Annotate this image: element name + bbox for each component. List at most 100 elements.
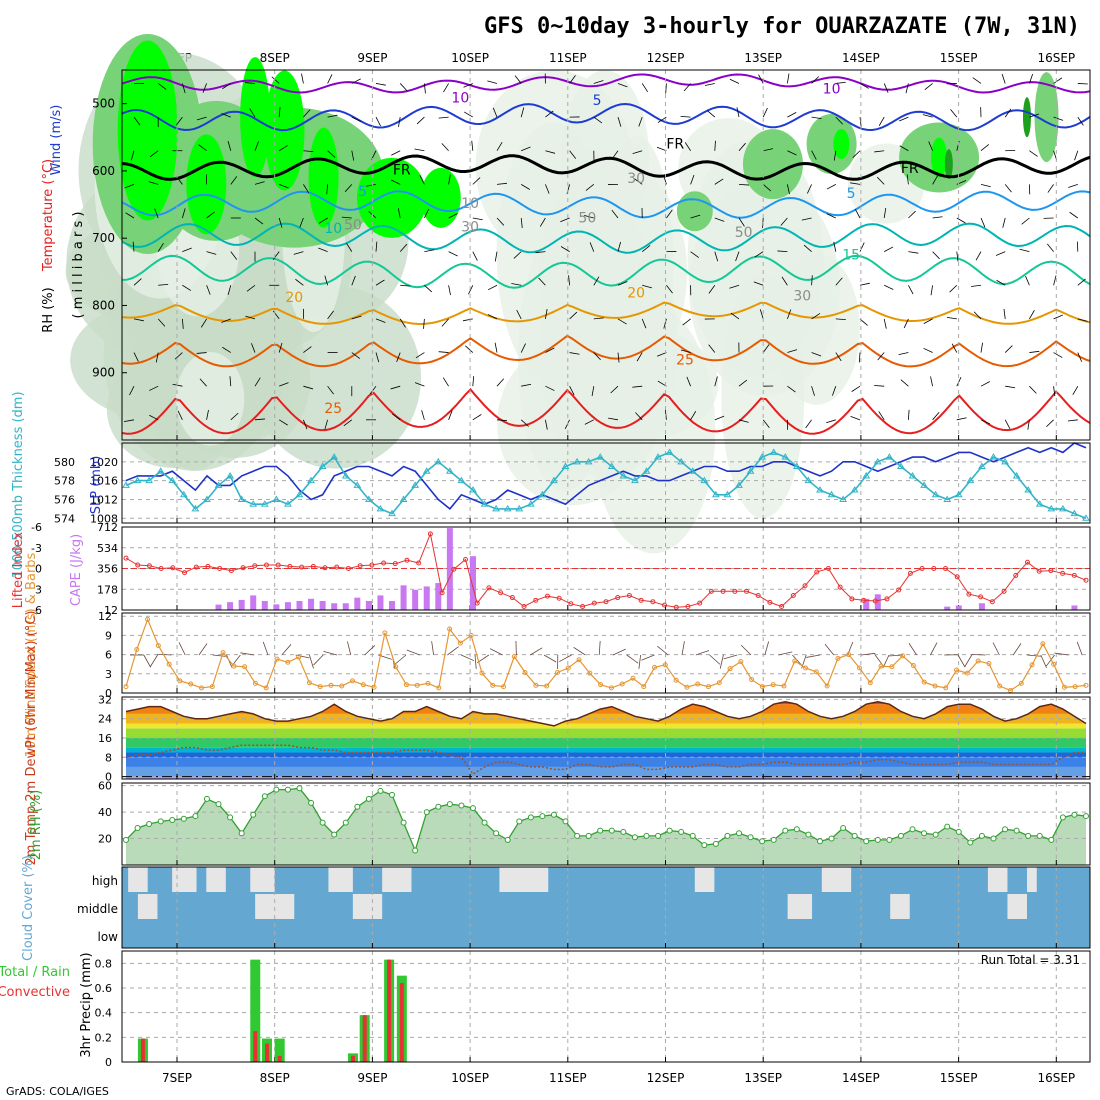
cape-tick: 712 xyxy=(97,521,118,534)
wind-barb xyxy=(448,174,451,185)
wind10-marker xyxy=(695,681,701,687)
wind10-marker xyxy=(910,662,916,668)
wind10-barb xyxy=(882,654,890,668)
wind-barb xyxy=(787,112,797,118)
wind10-marker xyxy=(511,654,517,660)
wind-barb xyxy=(279,183,289,189)
cape-bar xyxy=(435,583,442,610)
wind-barb xyxy=(956,376,962,387)
wind10-barb xyxy=(806,654,821,658)
thickness-marker xyxy=(503,504,512,512)
li-marker xyxy=(790,592,796,598)
wind-barb xyxy=(569,150,577,159)
thickness-marker xyxy=(226,471,234,479)
wind-tick: 6 xyxy=(105,649,112,662)
rh2m-marker xyxy=(319,819,326,826)
cloud-clear-block xyxy=(255,894,295,919)
wind-barb xyxy=(878,116,885,126)
wind-barb xyxy=(520,217,523,228)
wind-barb xyxy=(424,208,430,219)
wind10-marker xyxy=(123,684,129,690)
wind10-marker xyxy=(975,658,981,664)
rh2m-marker xyxy=(597,827,604,834)
wind-barb xyxy=(221,318,231,323)
wind-barb xyxy=(826,213,836,219)
temp-tick: 32 xyxy=(98,693,112,706)
wind-barb xyxy=(924,83,933,91)
li-marker xyxy=(521,604,527,610)
temperature-contour xyxy=(121,102,1091,132)
wind-barb xyxy=(1003,308,1006,319)
wind10-barb xyxy=(529,647,543,656)
li-marker xyxy=(334,564,340,570)
wind-barb xyxy=(923,318,933,324)
wind-barb xyxy=(1067,419,1078,422)
wind-barb xyxy=(883,318,887,329)
wind-barb xyxy=(397,208,401,219)
wind-barb xyxy=(351,116,361,122)
wind10-marker xyxy=(155,643,161,649)
date-axis-top: 7SEP8SEP9SEP10SEP11SEP12SEP13SEP14SEP15S… xyxy=(162,51,1075,65)
li-marker xyxy=(638,597,644,603)
rh2m-marker xyxy=(967,839,974,846)
wind10-marker xyxy=(900,653,906,659)
wind-barb xyxy=(327,385,334,395)
wind-barb xyxy=(249,108,256,118)
wind-barb xyxy=(424,284,433,293)
li-marker xyxy=(580,604,586,610)
thickness-marker xyxy=(249,500,258,507)
wind10-barb xyxy=(930,642,938,656)
wind-barb xyxy=(811,150,817,160)
slp-frame xyxy=(121,442,1091,524)
temp-band xyxy=(126,723,1086,729)
rh-green-shading xyxy=(931,137,948,178)
wind-barb xyxy=(690,251,699,258)
wind10-barb xyxy=(262,641,269,656)
li-marker xyxy=(544,593,550,599)
wind-barb xyxy=(182,284,192,291)
li-marker xyxy=(509,595,515,601)
wind-barb xyxy=(714,140,716,151)
convective-bar xyxy=(362,1015,367,1062)
wind-barb xyxy=(301,73,304,84)
wind-barb xyxy=(177,410,183,420)
cloud-clear-block xyxy=(987,867,1008,892)
wind-barb xyxy=(1029,113,1040,118)
li-marker xyxy=(1071,572,1077,578)
thickness-marker xyxy=(179,490,188,498)
wind10-axis-label: 10m Wind Speed (m/s) & Barbs xyxy=(24,552,39,757)
wind-barb xyxy=(708,285,716,294)
temp-band xyxy=(126,766,1086,777)
contour-label: 20 xyxy=(627,285,645,301)
wind-barb xyxy=(690,411,697,421)
li-marker xyxy=(1048,568,1054,574)
rh2m-marker xyxy=(1083,813,1089,820)
rh2m-marker xyxy=(458,802,465,809)
wind10-marker xyxy=(889,664,895,670)
wind-barb xyxy=(222,83,232,90)
wind-barb xyxy=(657,380,667,387)
rh-green-shading xyxy=(1022,97,1031,138)
li-marker xyxy=(779,604,785,610)
cloud-clear-block xyxy=(890,894,910,919)
rh2m-marker xyxy=(944,823,951,830)
wind-barb xyxy=(665,83,667,94)
rh-green-shading xyxy=(308,127,339,228)
wind-barb xyxy=(324,275,328,286)
rh2m-marker xyxy=(1036,832,1043,839)
wind10-marker xyxy=(943,685,949,691)
rh2m-marker xyxy=(504,836,511,843)
rh2m-marker xyxy=(701,842,708,849)
thickness-tick: 574 xyxy=(54,512,75,525)
wind-barb xyxy=(826,419,836,424)
thickness-marker xyxy=(619,471,628,479)
wind-barb xyxy=(569,352,580,355)
rh-axis-label: RH (%) xyxy=(41,287,56,332)
contour-label: FR xyxy=(666,137,684,153)
wind-barb xyxy=(520,419,529,427)
wind-barb xyxy=(617,352,620,363)
cape-bar xyxy=(955,605,962,610)
wind10-barb xyxy=(1045,654,1055,667)
wind-barb xyxy=(149,150,159,158)
wind-barb xyxy=(835,81,846,84)
